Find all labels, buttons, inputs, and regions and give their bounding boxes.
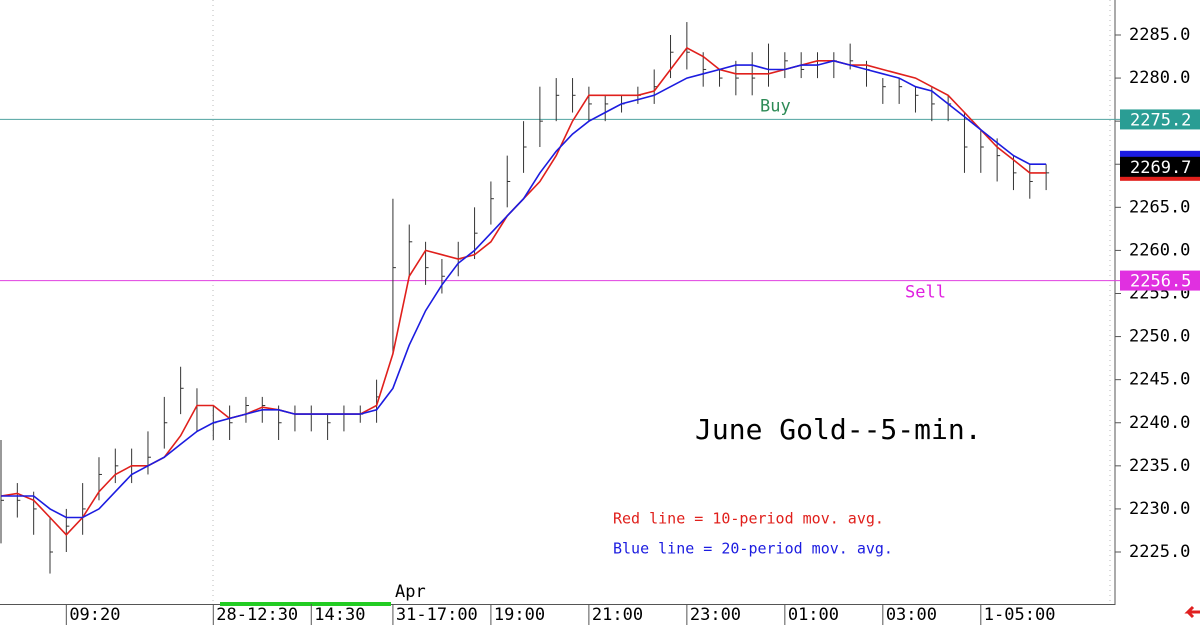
y-tick-label: 2240.0 [1129, 413, 1190, 433]
level-value: 2275.2 [1130, 110, 1191, 130]
chart-title: June Gold--5-min. [695, 413, 982, 446]
legend-note: Red line = 10-period mov. avg. [613, 510, 884, 528]
y-tick-label: 2225.0 [1129, 542, 1190, 562]
x-tick-label: 03:00 [886, 605, 937, 625]
legend-note: Blue line = 20-period mov. avg. [613, 540, 893, 558]
x-tick-label: 31-17:00 [396, 605, 478, 625]
session-bar [220, 602, 391, 606]
y-tick-label: 2285.0 [1129, 25, 1190, 45]
level-box [1120, 109, 1200, 130]
x-tick-label: 21:00 [592, 605, 643, 625]
x-tick-label: 23:00 [690, 605, 741, 625]
y-tick-label: 2235.0 [1129, 456, 1190, 476]
x-tick-label: 28-12:30 [216, 605, 298, 625]
level-label: Sell [905, 283, 946, 303]
x-tick-label: 1-05:00 [984, 605, 1056, 625]
moving-average [1, 59, 1047, 519]
last-price-box-blue [1120, 150, 1200, 159]
y-tick-label: 2230.0 [1129, 499, 1190, 519]
level-box [1120, 270, 1200, 291]
y-tick-label: 2280.0 [1129, 68, 1190, 88]
x-tick-label: 09:20 [69, 605, 120, 625]
level-value: 2256.5 [1130, 272, 1191, 292]
x-tick-label: 19:00 [494, 605, 545, 625]
y-tick-label: 2260.0 [1129, 240, 1190, 260]
last-price: 2269.7 [1130, 158, 1191, 178]
scroll-arrow [1184, 605, 1200, 619]
last-price-box [1120, 156, 1200, 177]
y-tick-label: 2265.0 [1129, 197, 1190, 217]
x-tick-label: 14:30 [314, 605, 365, 625]
y-tick-label: 2245.0 [1129, 370, 1190, 390]
y-tick-label: 2250.0 [1129, 327, 1190, 347]
x-tick-label: 01:00 [788, 605, 839, 625]
month-label: Apr [395, 582, 426, 602]
level-label: Buy [760, 96, 791, 116]
